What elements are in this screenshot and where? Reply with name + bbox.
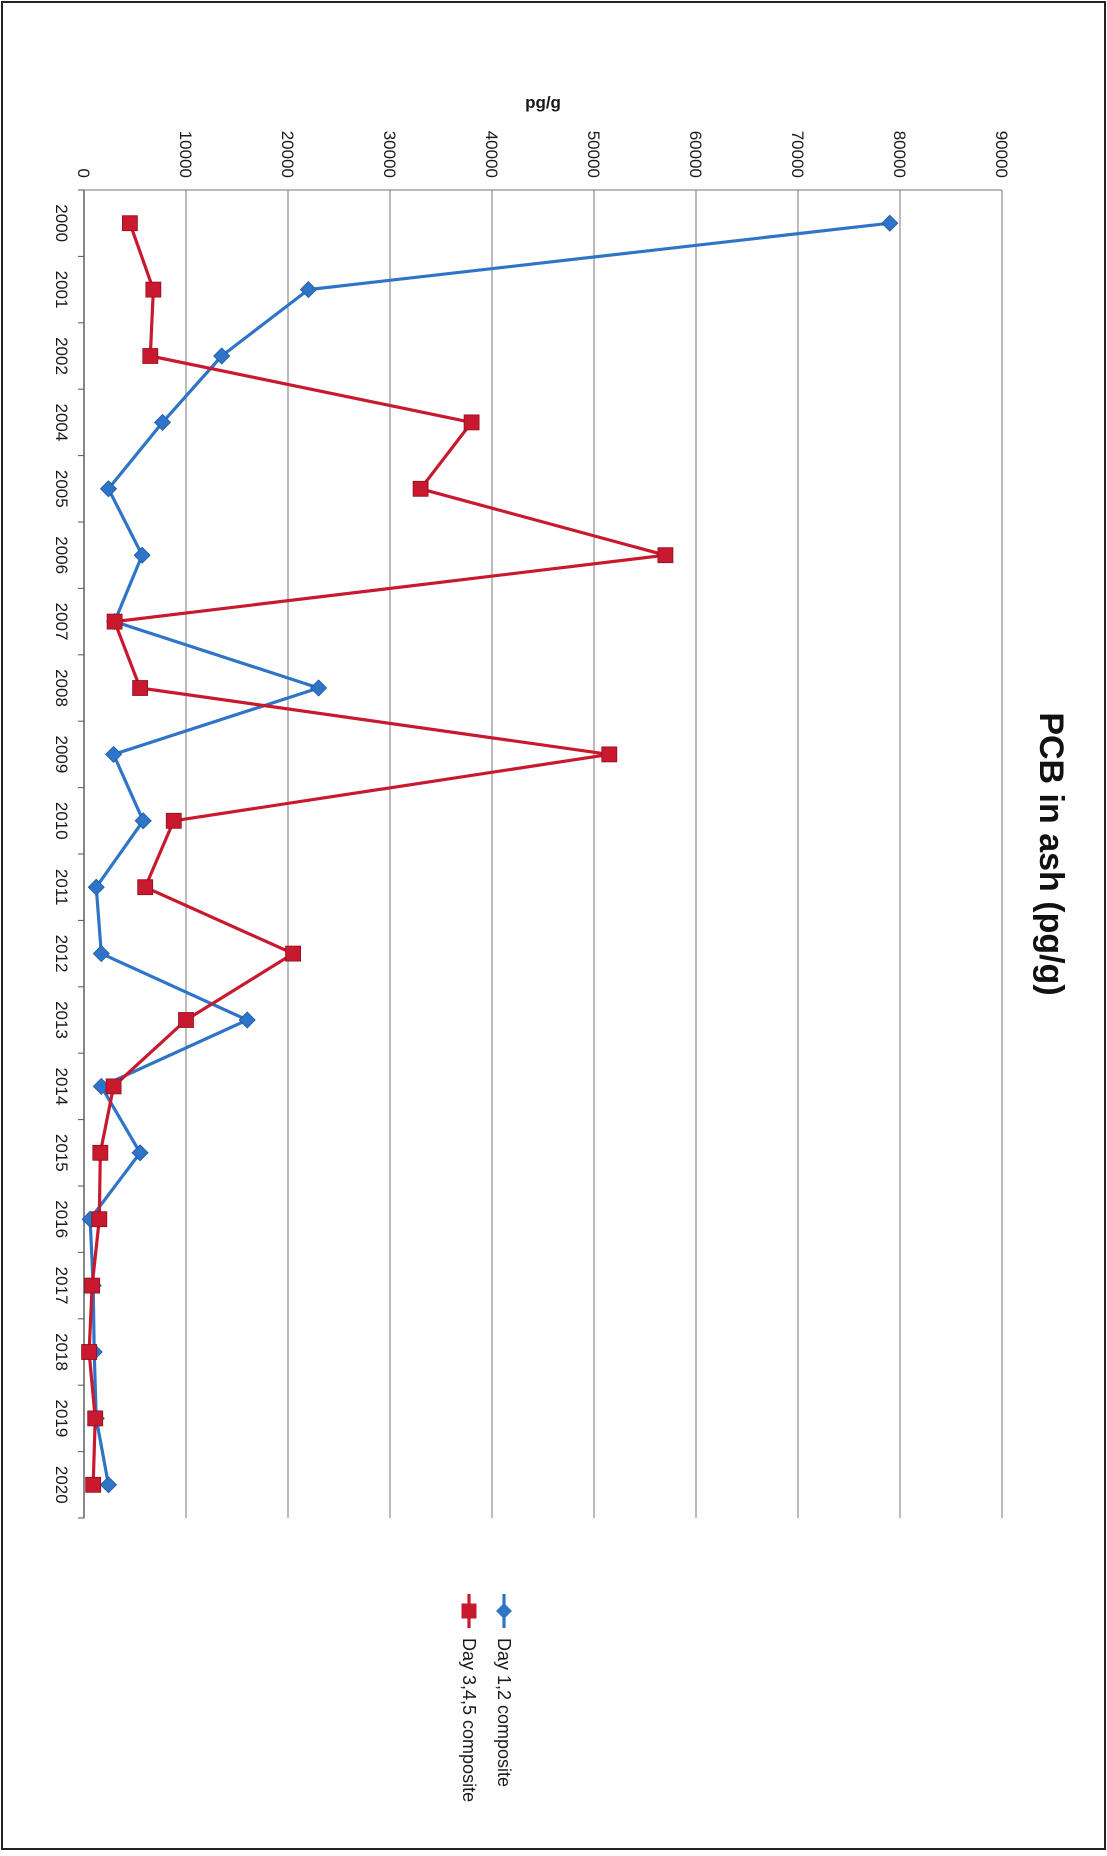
y-tick-label: 40000 (482, 131, 501, 178)
data-point-series-1 (310, 679, 328, 697)
data-point-series-1 (87, 878, 105, 896)
legend-marker-diamond (496, 1603, 512, 1619)
x-tick-label: 2014 (52, 1067, 71, 1105)
data-point-series-2 (87, 1410, 104, 1427)
data-point-series-2 (145, 281, 162, 298)
x-tick-label: 2017 (52, 1267, 71, 1305)
series-layer (81, 214, 899, 1494)
x-tick-label: 2005 (52, 470, 71, 508)
legend-label-2: Day 3,4,5 composite (459, 1638, 479, 1802)
x-tick-label: 2016 (52, 1200, 71, 1238)
data-point-series-2 (122, 215, 138, 232)
data-point-series-2 (142, 348, 159, 364)
data-point-series-2 (657, 547, 674, 564)
y-tick-label: 30000 (380, 131, 399, 178)
y-axis-title: pg/g (525, 93, 561, 112)
x-tick-label: 2009 (52, 735, 71, 773)
x-tick-label: 2015 (52, 1134, 71, 1172)
data-point-series-1 (238, 1011, 256, 1029)
y-tick-label: 80000 (890, 131, 909, 178)
x-tick-label: 2007 (52, 603, 71, 641)
data-point-series-1 (153, 413, 172, 431)
x-tick-label: 2002 (52, 337, 71, 375)
data-point-series-2 (178, 1012, 194, 1028)
data-point-series-1 (133, 546, 151, 564)
data-point-series-2 (132, 680, 148, 696)
series-line-1 (88, 221, 890, 1486)
x-tick-label: 2012 (52, 935, 71, 973)
labels: PCB in ash (pg/g) pg/g (525, 93, 1070, 996)
x-tick-label: 2018 (52, 1333, 71, 1371)
x-tick-label: 2001 (52, 271, 71, 309)
data-point-series-1 (213, 347, 231, 365)
y-tick-label: 60000 (686, 131, 705, 178)
legend: Day 1,2 composite Day 3,4,5 composite (459, 1594, 514, 1802)
data-point-series-2 (165, 812, 182, 829)
y-tick-label: 20000 (278, 131, 297, 178)
data-point-series-2 (412, 480, 429, 497)
data-point-series-1 (92, 1077, 110, 1095)
data-point-series-2 (91, 1211, 108, 1228)
chart-title: PCB in ash (pg/g) (1032, 712, 1070, 995)
x-tick-label: 2020 (52, 1466, 71, 1504)
x-tick-label: 2004 (52, 403, 71, 441)
data-point-series-1 (881, 214, 899, 232)
x-tick-label: 2011 (52, 869, 71, 906)
y-tick-label: 10000 (176, 131, 195, 178)
data-point-series-2 (601, 746, 618, 763)
data-point-series-1 (99, 1476, 118, 1494)
series-line-2 (87, 222, 667, 1485)
x-tick-label: 2000 (52, 204, 71, 242)
y-tick-label: 70000 (788, 131, 807, 178)
y-tick-label: 50000 (584, 131, 603, 178)
data-point-series-2 (92, 1144, 109, 1161)
legend-label-1: Day 1,2 composite (494, 1638, 514, 1787)
axes: 0 10000 20000 30000 40000 50000 60000 70000 8000… (52, 131, 1011, 1519)
data-point-series-2 (105, 1078, 122, 1095)
data-point-series-2 (463, 414, 480, 431)
x-tick-label: 2010 (52, 802, 71, 840)
data-point-series-1 (134, 812, 152, 830)
x-tick-label: 2008 (52, 669, 71, 707)
data-point-series-2 (81, 1344, 97, 1360)
data-point-series-1 (131, 1144, 149, 1162)
data-point-series-1 (92, 945, 110, 963)
data-point-series-2 (84, 1277, 101, 1294)
x-tick-label: 2019 (52, 1399, 71, 1437)
y-tick-label: 0 (74, 169, 93, 178)
y-tick-label: 90000 (992, 131, 1011, 178)
legend-marker-square (461, 1603, 477, 1619)
gridlines (83, 190, 1003, 1518)
data-point-series-1 (299, 281, 317, 299)
data-point-series-2 (137, 879, 154, 896)
data-point-series-2 (106, 613, 123, 630)
data-point-series-1 (105, 745, 123, 763)
data-point-series-2 (285, 945, 301, 962)
x-tick-label: 2006 (52, 536, 71, 574)
x-tick-label: 2013 (52, 1001, 71, 1039)
data-point-series-2 (85, 1476, 102, 1493)
data-point-series-1 (99, 480, 118, 498)
